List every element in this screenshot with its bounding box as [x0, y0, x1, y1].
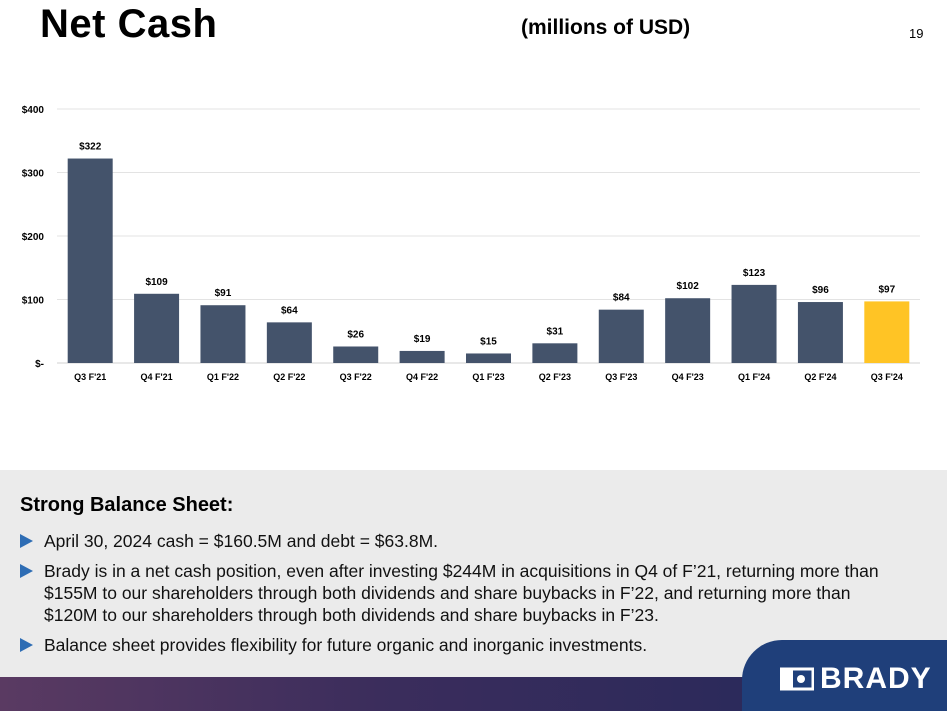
y-tick-label: $400 — [22, 105, 45, 116]
bar — [665, 298, 711, 363]
x-tick-label: Q1 F'22 — [207, 372, 239, 382]
page-title: Net Cash — [40, 2, 218, 46]
data-label: $26 — [347, 329, 364, 340]
data-label: $19 — [414, 334, 431, 345]
bullet-text: Balance sheet provides flexibility for f… — [44, 635, 648, 655]
bullet-item: Brady is in a net cash position, even af… — [20, 560, 900, 626]
arrow-bullet-icon — [20, 534, 33, 548]
arrow-bullet-icon — [20, 564, 33, 578]
data-label: $91 — [215, 288, 232, 299]
x-tick-label: Q4 F'22 — [406, 372, 438, 382]
x-tick-label: Q2 F'22 — [273, 372, 305, 382]
data-label: $102 — [677, 281, 700, 292]
data-label: $84 — [613, 293, 630, 304]
page-number: 19 — [909, 26, 924, 41]
y-tick-label: $- — [35, 359, 44, 370]
x-tick-label: Q1 F'24 — [738, 372, 770, 382]
logo-tab — [742, 640, 947, 711]
bullet-text: April 30, 2024 cash = $160.5M and debt =… — [44, 531, 439, 551]
data-label: $31 — [547, 326, 564, 337]
brady-logo: BRADY — [780, 662, 932, 696]
x-tick-label: Q3 F'23 — [605, 372, 637, 382]
x-tick-label: Q2 F'24 — [804, 372, 836, 382]
bullet-item: April 30, 2024 cash = $160.5M and debt =… — [20, 530, 900, 552]
x-tick-label: Q3 F'24 — [871, 372, 903, 382]
x-tick-label: Q3 F'21 — [74, 372, 106, 382]
panel-heading: Strong Balance Sheet: — [20, 494, 234, 516]
data-label: $109 — [145, 277, 168, 288]
data-label: $64 — [281, 305, 298, 316]
brady-logo-icon — [780, 667, 814, 691]
bar — [797, 302, 843, 363]
y-tick-label: $200 — [22, 232, 45, 243]
bar — [598, 309, 644, 363]
data-label: $322 — [79, 142, 102, 153]
bar — [67, 158, 113, 363]
bar — [200, 305, 246, 363]
logo-text: BRADY — [820, 662, 932, 695]
bar — [466, 353, 511, 363]
arrow-bullet-icon — [20, 638, 33, 652]
balance-sheet-panel: Strong Balance Sheet: April 30, 2024 cas… — [0, 470, 947, 680]
x-tick-label: Q2 F'23 — [539, 372, 571, 382]
bar — [399, 350, 445, 363]
x-tick-label: Q1 F'23 — [472, 372, 504, 382]
net-cash-bar-chart: $- $100 $200 $300 $400 $322 Q3 F'21 $109 Q4 F'21… — [22, 105, 920, 382]
data-label: $96 — [812, 285, 829, 296]
bar — [731, 284, 777, 363]
x-tick-label: Q4 F'21 — [140, 372, 172, 382]
bar — [532, 343, 578, 363]
data-label: $15 — [480, 336, 497, 347]
data-label: $123 — [743, 268, 766, 279]
data-label: $97 — [878, 284, 895, 295]
bullet-text: Brady is in a net cash position, even af… — [44, 561, 879, 625]
x-tick-label: Q4 F'23 — [672, 372, 704, 382]
bullet-list: April 30, 2024 cash = $160.5M and debt =… — [20, 530, 900, 664]
x-tick-label: Q3 F'22 — [340, 372, 372, 382]
y-tick-label: $300 — [22, 169, 45, 180]
y-tick-label: $100 — [22, 296, 45, 307]
bar — [134, 293, 180, 363]
bar — [333, 346, 379, 363]
bar — [864, 301, 910, 363]
units-subtitle: (millions of USD) — [521, 16, 691, 39]
bullet-item: Balance sheet provides flexibility for f… — [20, 634, 900, 656]
bar — [266, 322, 312, 363]
